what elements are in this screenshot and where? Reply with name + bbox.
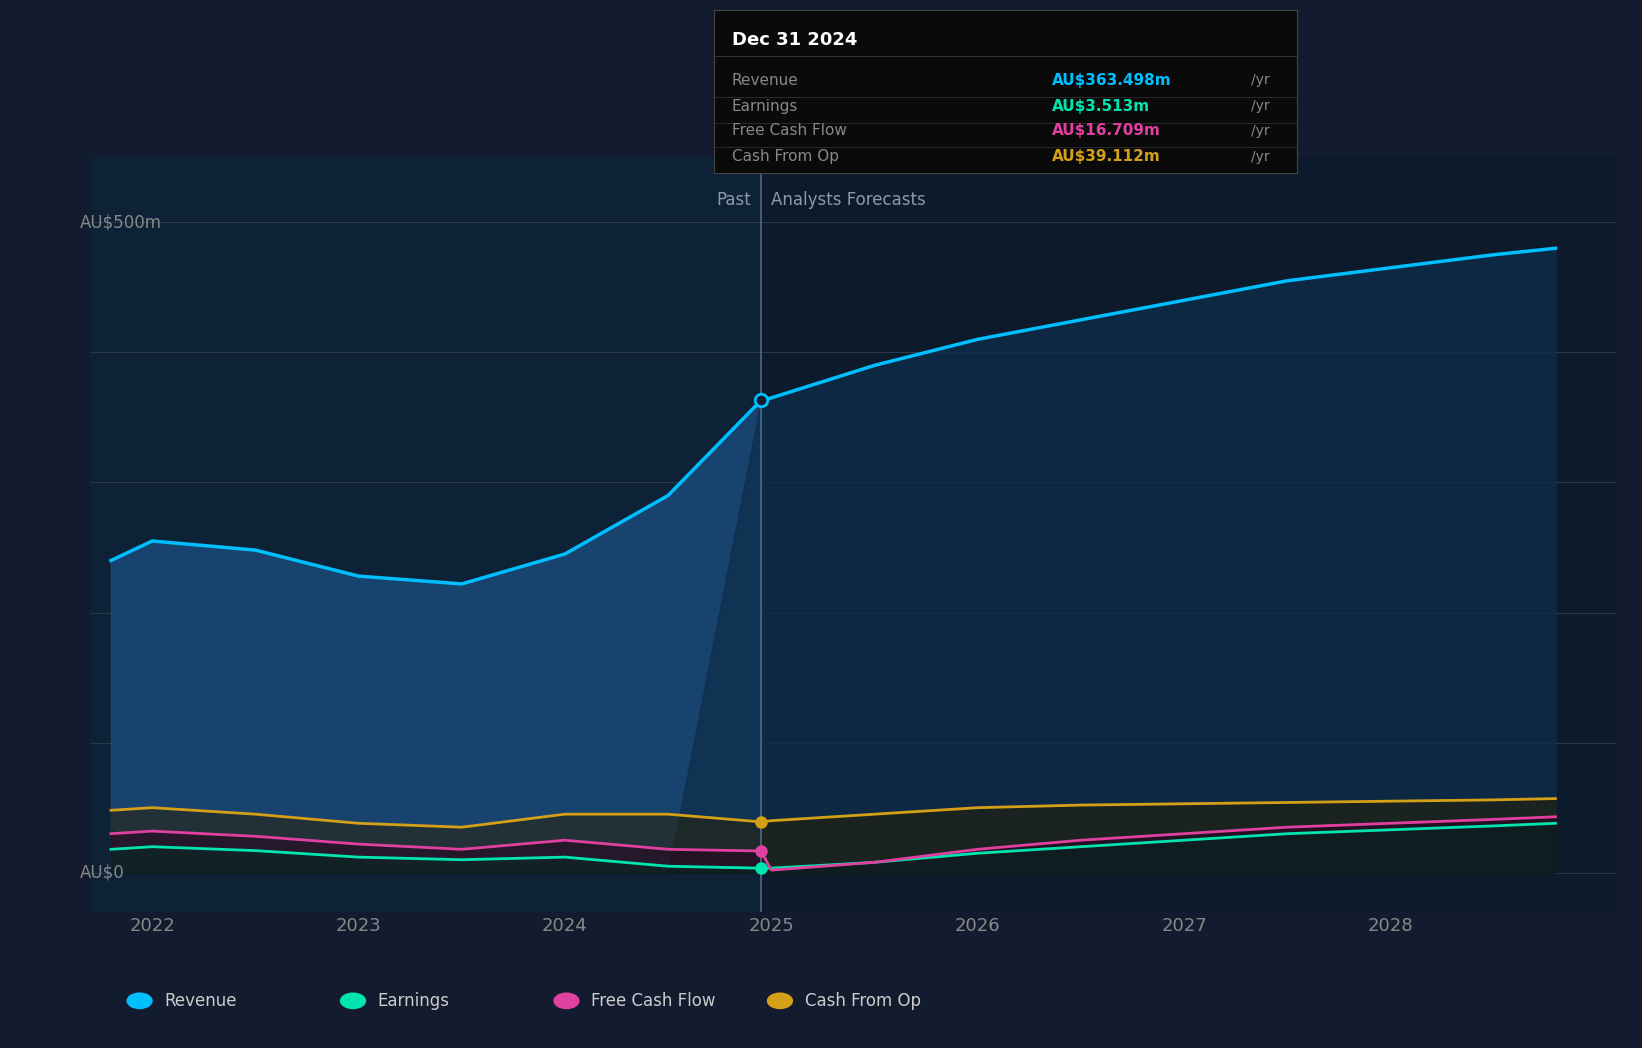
Bar	[760, 157, 1617, 912]
Text: Revenue: Revenue	[164, 991, 236, 1010]
Text: Earnings: Earnings	[378, 991, 450, 1010]
Text: AU$39.112m: AU$39.112m	[1053, 149, 1161, 165]
Text: AU$16.709m: AU$16.709m	[1053, 124, 1161, 138]
Bar	[90, 157, 760, 912]
Text: Cash From Op: Cash From Op	[805, 991, 921, 1010]
Text: Revenue: Revenue	[732, 72, 798, 88]
Text: Dec 31 2024: Dec 31 2024	[732, 30, 857, 48]
Text: AU$363.498m: AU$363.498m	[1053, 72, 1172, 88]
Text: Cash From Op: Cash From Op	[732, 149, 839, 165]
Text: AU$0: AU$0	[80, 864, 125, 881]
Text: AU$500m: AU$500m	[80, 213, 163, 232]
Text: Analysts Forecasts: Analysts Forecasts	[772, 191, 926, 210]
Text: AU$3.513m: AU$3.513m	[1053, 99, 1151, 114]
Text: /yr: /yr	[1251, 124, 1269, 137]
Text: /yr: /yr	[1251, 150, 1269, 163]
Text: /yr: /yr	[1251, 100, 1269, 113]
Text: Free Cash Flow: Free Cash Flow	[732, 124, 847, 138]
Text: Free Cash Flow: Free Cash Flow	[591, 991, 716, 1010]
Text: /yr: /yr	[1251, 73, 1269, 87]
Text: Earnings: Earnings	[732, 99, 798, 114]
Text: Past: Past	[716, 191, 750, 210]
